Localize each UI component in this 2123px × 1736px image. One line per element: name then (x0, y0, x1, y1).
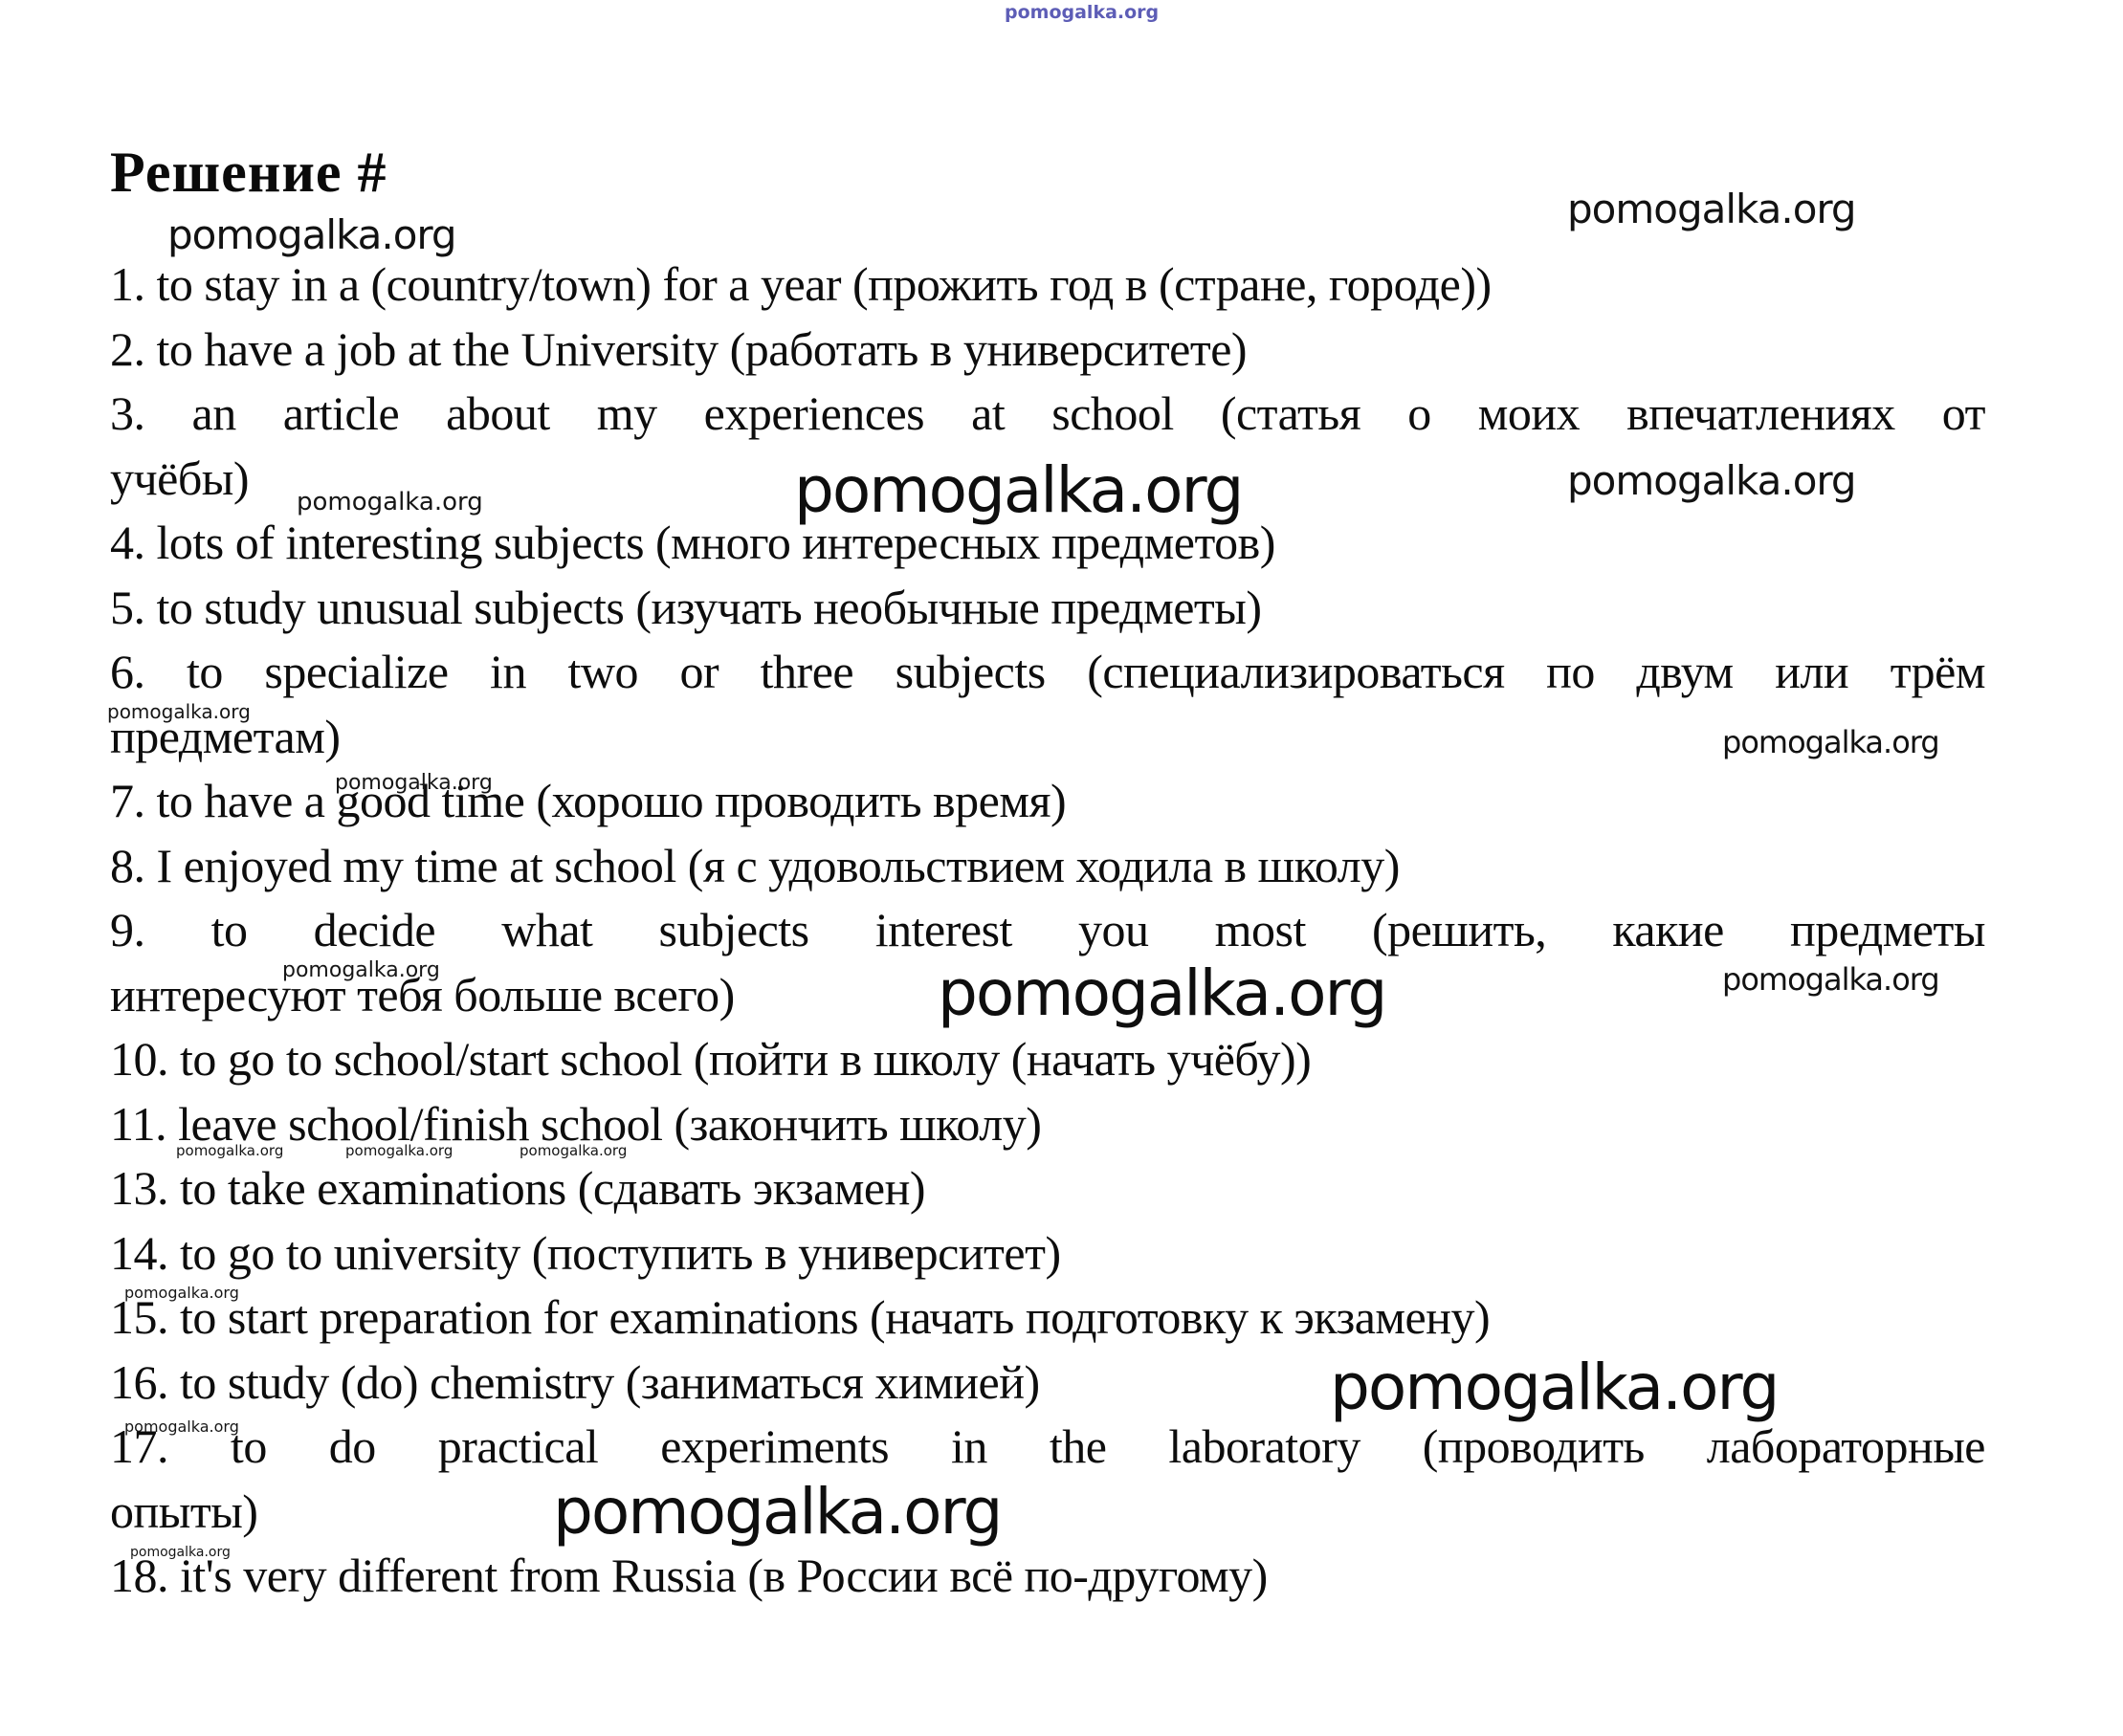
list-item-line: 6. to specialize in two or three subject… (110, 645, 1986, 698)
watermark: pomogalka.org (1722, 961, 1940, 998)
list-item-line: опыты) (110, 1483, 258, 1538)
watermark: pomogalka.org (282, 958, 440, 982)
solution-list: 1. to stay in a (country/town) for a yea… (110, 253, 1986, 1609)
list-item-line: 10. to go to school/start school (пойти … (110, 1032, 1312, 1086)
page-title: Решение # (110, 141, 387, 204)
watermark: pomogalka.org (176, 1142, 284, 1159)
watermark: pomogalka.org (335, 771, 493, 795)
watermark: pomogalka.org (345, 1142, 453, 1159)
list-item-line: 13. to take examinations (сдавать экзаме… (110, 1161, 926, 1215)
watermark: pomogalka.org (794, 453, 1244, 527)
list-item-line: 4. lots of interesting subjects (много и… (110, 516, 1275, 569)
list-item-line: 9. to decide what subjects interest you … (110, 903, 1986, 956)
list-item-line: 17. to do practical experiments in the l… (110, 1419, 1986, 1473)
list-item-line: 18. it's very different from Russia (в Р… (110, 1549, 1268, 1602)
watermark: pomogalka.org (130, 1545, 231, 1560)
list-item-line: 3. an article about my experiences at sc… (110, 386, 1986, 440)
list-item-line: 7. to have a good time (хорошо проводить… (110, 774, 1067, 827)
watermark: pomogalka.org (167, 211, 457, 258)
list-item-line: 14. to go to university (поступить в уни… (110, 1225, 1061, 1280)
watermark: pomogalka.org (1330, 1351, 1780, 1424)
list-item-line: 1. to stay in a (country/town) for a yea… (110, 257, 1492, 311)
list-item-line: 2. to have a job at the University (рабо… (110, 321, 1248, 376)
watermark: pomogalka.org (1567, 186, 1857, 232)
watermark: pomogalka.org (1567, 457, 1857, 504)
list-item-line: 15. to start preparation for examination… (110, 1290, 1491, 1344)
list-item-line: 5. to study unusual subjects (изучать не… (110, 580, 1262, 634)
watermark: pomogalka.org (520, 1142, 628, 1159)
watermark: pomogalka.org (1005, 2, 1160, 23)
watermark: pomogalka.org (124, 1417, 239, 1436)
watermark: pomogalka.org (1722, 724, 1940, 760)
watermark: pomogalka.org (124, 1284, 239, 1302)
list-item-line: предметам) (110, 709, 341, 763)
watermark: pomogalka.org (107, 700, 251, 723)
list-item-line: 8. I enjoyed my time at school (я с удов… (110, 838, 1400, 892)
list-item-line: интересуют тебя больше всего) (110, 967, 735, 1022)
watermark: pomogalka.org (553, 1475, 1003, 1549)
list-item-line: учёбы) (110, 450, 250, 505)
watermark: pomogalka.org (938, 956, 1387, 1030)
list-item-line: 11. leave school/finish school (закончит… (110, 1096, 1042, 1151)
watermark: pomogalka.org (297, 488, 483, 516)
list-item-line: 16. to study (do) chemistry (заниматься … (110, 1354, 1040, 1409)
